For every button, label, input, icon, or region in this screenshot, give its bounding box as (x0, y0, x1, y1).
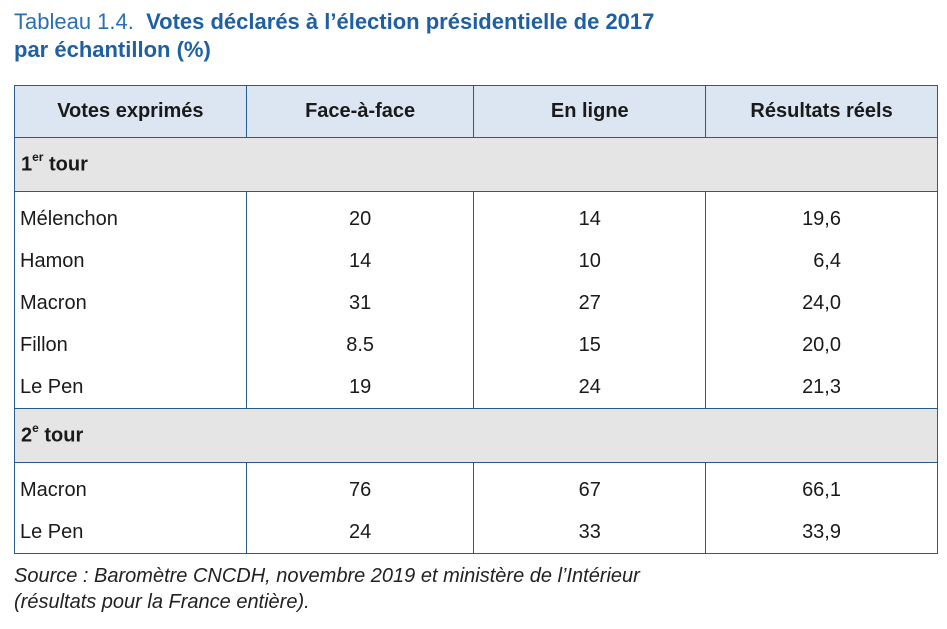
resultat-reel-value: 24,0 (705, 282, 938, 324)
candidate-name: Le Pen (14, 511, 247, 554)
en-ligne-value: 67 (473, 462, 707, 511)
table-row: Le Pen 19 24 21,3 (14, 366, 938, 409)
resultat-reel-value: 21,3 (705, 366, 938, 409)
candidate-name: Macron (14, 282, 247, 324)
source-note: Source : Baromètre CNCDH, novembre 2019 … (14, 563, 934, 615)
section-row-1er-tour: 1er tour (14, 137, 938, 192)
source-line-2: (résultats pour la France entière). (14, 591, 310, 613)
header-face-a-face: Face-à-face (245, 85, 475, 138)
candidate-name: Macron (14, 462, 247, 511)
table-row: Fillon 8.5 15 20,0 (14, 324, 938, 366)
en-ligne-value: 10 (473, 240, 707, 282)
candidate-name: Fillon (14, 324, 247, 366)
header-en-ligne: En ligne (473, 85, 707, 138)
table-title: Tableau 1.4. Votes déclarés à l’élection… (14, 8, 934, 64)
en-ligne-value: 14 (473, 191, 707, 240)
header-votes-exprimes: Votes exprimés (14, 85, 247, 138)
title-text-1: Votes déclarés à l’élection présidentiel… (146, 9, 655, 34)
header-resultats-reels: Résultats réels (705, 85, 938, 138)
candidate-name: Le Pen (14, 366, 247, 409)
title-line-2: par échantillon (%) (14, 37, 211, 62)
source-line-1: Source : Baromètre CNCDH, novembre 2019 … (14, 565, 640, 587)
votes-table: Votes exprimés Face-à-face En ligne Résu… (14, 85, 938, 554)
face-a-face-value: 14 (245, 240, 475, 282)
candidate-name: Mélenchon (14, 191, 247, 240)
en-ligne-value: 15 (473, 324, 707, 366)
candidate-name: Hamon (14, 240, 247, 282)
face-a-face-value: 19 (245, 366, 475, 409)
face-a-face-value: 31 (245, 282, 475, 324)
table-row: Macron 76 67 66,1 (14, 462, 938, 511)
table-row: Mélenchon 20 14 19,6 (14, 191, 938, 240)
section-label: 1er tour (14, 137, 938, 192)
face-a-face-value: 24 (245, 511, 475, 554)
header-row: Votes exprimés Face-à-face En ligne Résu… (14, 85, 938, 138)
title-line-1: Tableau 1.4. Votes déclarés à l’élection… (14, 8, 934, 36)
resultat-reel-value: 20,0 (705, 324, 938, 366)
resultat-reel-value: 6,4 (705, 240, 938, 282)
table-row: Le Pen 24 33 33,9 (14, 511, 938, 554)
section-label: 2e tour (14, 408, 938, 463)
en-ligne-value: 33 (473, 511, 707, 554)
table-number: Tableau 1.4. (14, 9, 134, 34)
face-a-face-value: 8.5 (245, 324, 475, 366)
face-a-face-value: 20 (245, 191, 475, 240)
resultat-reel-value: 66,1 (705, 462, 938, 511)
en-ligne-value: 24 (473, 366, 707, 409)
table-row: Macron 31 27 24,0 (14, 282, 938, 324)
table-row: Hamon 14 10 6,4 (14, 240, 938, 282)
en-ligne-value: 27 (473, 282, 707, 324)
resultat-reel-value: 19,6 (705, 191, 938, 240)
face-a-face-value: 76 (245, 462, 475, 511)
section-row-2e-tour: 2e tour (14, 408, 938, 463)
resultat-reel-value: 33,9 (705, 511, 938, 554)
